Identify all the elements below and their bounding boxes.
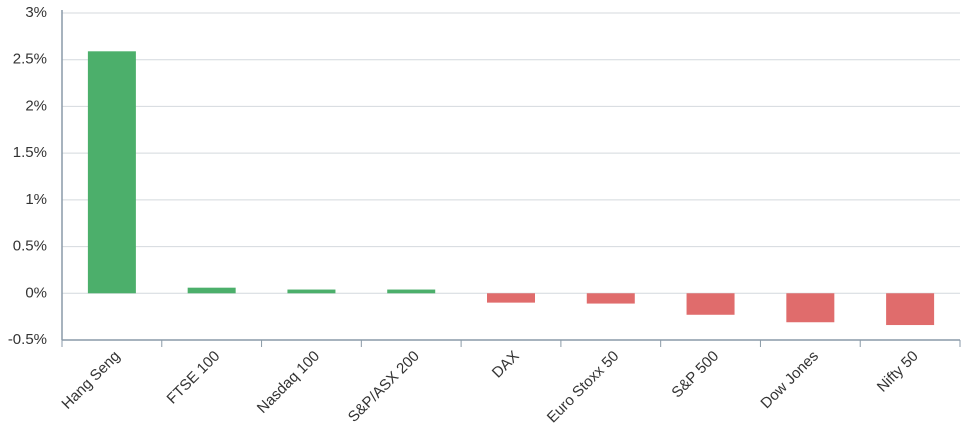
bar bbox=[87, 51, 136, 294]
bar bbox=[786, 293, 835, 323]
x-tick-label: S&P 500 bbox=[668, 348, 722, 402]
bar bbox=[287, 289, 336, 294]
x-tick-label: Dow Jones bbox=[757, 348, 821, 412]
x-tick-label: Nasdaq 100 bbox=[254, 348, 323, 417]
y-tick-label: 1.5% bbox=[13, 144, 47, 161]
y-tick-label: 0% bbox=[25, 284, 47, 301]
x-tick-label: FTSE 100 bbox=[164, 348, 224, 408]
bar bbox=[886, 293, 935, 326]
bar bbox=[187, 287, 236, 294]
bar bbox=[686, 293, 735, 315]
x-tick-label: DAX bbox=[489, 348, 523, 382]
x-tick-label: S&P/ASX 200 bbox=[345, 348, 423, 426]
y-tick-label: 2.5% bbox=[13, 51, 47, 68]
y-tick-label: 3% bbox=[25, 4, 47, 21]
bar bbox=[387, 289, 436, 294]
x-tick-label: Nifty 50 bbox=[874, 348, 922, 396]
x-tick-label: Euro Stoxx 50 bbox=[544, 348, 623, 427]
bar bbox=[586, 293, 635, 304]
y-tick-label: 2% bbox=[25, 97, 47, 114]
y-tick-label: 1% bbox=[25, 191, 47, 208]
x-tick-label: Hang Seng bbox=[58, 348, 123, 413]
y-tick-label: -0.5% bbox=[8, 331, 47, 348]
bar bbox=[487, 293, 535, 303]
y-tick-label: 0.5% bbox=[13, 238, 47, 255]
